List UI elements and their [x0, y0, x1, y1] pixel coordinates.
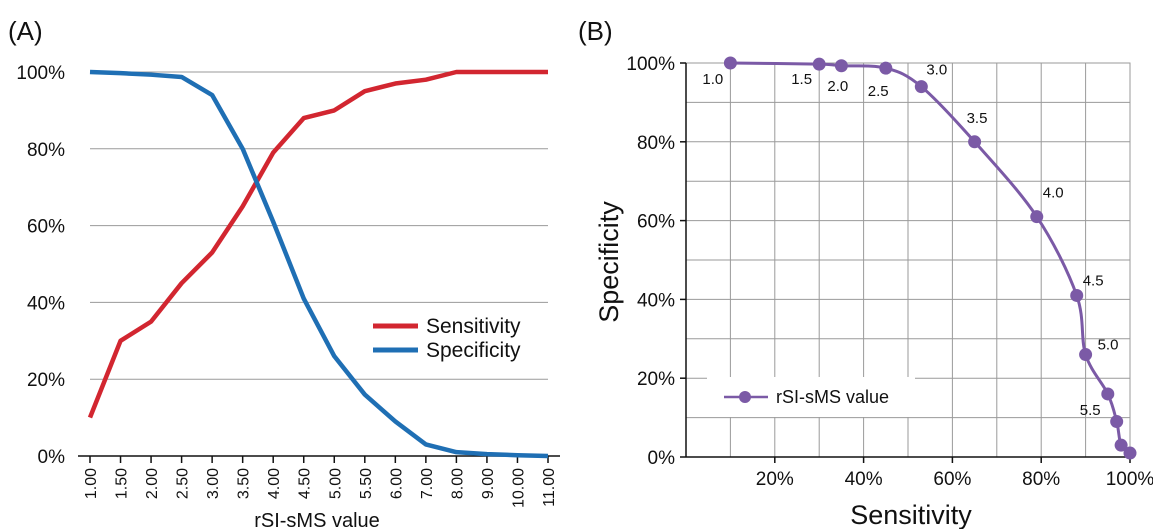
- data-point: [1079, 348, 1093, 362]
- x-tick-label: 8.00: [449, 468, 466, 499]
- data-point: [812, 57, 826, 71]
- data-point: [1114, 438, 1128, 452]
- y-tick-label: 80%: [27, 140, 65, 161]
- x-tick-label: 4.00: [266, 468, 283, 499]
- x-tick-label: 1.00: [83, 468, 100, 499]
- y-tick-label: 20%: [637, 369, 675, 390]
- point-label: 2.0: [827, 78, 848, 95]
- panel-b: (B) 0%20%40%60%80%100% 20% 40% 60% 80% 100% …: [578, 16, 1153, 529]
- point-label: 4.5: [1083, 272, 1104, 289]
- data-point: [968, 135, 982, 149]
- x-tick-label: 5.00: [327, 468, 344, 499]
- point-label: 1.0: [702, 71, 723, 88]
- x-tick-label: 10.00: [510, 468, 527, 508]
- x-tick-label: 3.00: [205, 468, 222, 499]
- x-tick-label: 2.00: [144, 468, 161, 499]
- legend-rsi-sms-swatch-marker: [739, 391, 751, 403]
- point-label: 4.0: [1043, 185, 1064, 202]
- data-point: [914, 80, 928, 94]
- panel-b-axes: [685, 63, 1130, 458]
- x-tick-label: 5.50: [358, 468, 375, 499]
- data-point: [1070, 288, 1084, 302]
- panel-b-series: 1.0 1.5 2.0 2.5 3.0 3.5 4.0 4.5 5.0 5.5: [702, 56, 1137, 460]
- y-tick-label: 100%: [626, 54, 675, 75]
- point-label: 3.5: [967, 110, 988, 127]
- data-point: [834, 59, 848, 73]
- panel-a-x-ticks: 1.00 1.50 2.00 2.50 3.00 3.50 4.00 4.50 5.00 5.50…: [83, 456, 558, 508]
- x-tick-label: 1.50: [114, 468, 131, 499]
- panel-b-legend: rSI-sMS value: [707, 377, 915, 417]
- panel-a-x-axis-label: rSI-sMS value: [254, 510, 380, 529]
- point-label: 1.5: [791, 71, 812, 88]
- panel-b-x-axis-label: Sensitivity: [850, 500, 972, 529]
- panel-b-label: (B): [578, 16, 613, 46]
- series-line-sensitivity: [87, 69, 548, 419]
- x-tick-label: 3.50: [236, 468, 253, 499]
- data-point: [1101, 387, 1115, 401]
- x-tick-label: 4.50: [297, 468, 314, 499]
- y-tick-label: 40%: [637, 290, 675, 311]
- panel-a: (A) 0% 20% 40% 60% 80% 100% 1.00 1.50 2.00 2.50 3…: [8, 16, 560, 529]
- panel-a-legend: Sensitivity Specificity: [373, 315, 521, 362]
- y-tick-label: 0%: [38, 447, 66, 468]
- data-point: [723, 56, 737, 70]
- y-tick-label: 20%: [27, 370, 65, 391]
- point-label: 5.5: [1080, 402, 1101, 419]
- panel-a-label: (A): [8, 16, 43, 46]
- data-point: [879, 61, 893, 75]
- x-tick-label: 20%: [756, 469, 794, 490]
- y-tick-label: 100%: [16, 63, 65, 84]
- x-tick-label: 9.00: [480, 468, 497, 499]
- panel-a-y-ticks: 0% 20% 40% 60% 80% 100%: [16, 63, 65, 468]
- y-tick-label: 60%: [27, 217, 65, 238]
- panel-b-x-ticks: 20% 40% 60% 80% 100%: [756, 457, 1153, 490]
- data-point: [1030, 210, 1044, 224]
- x-tick-label: 80%: [1022, 469, 1060, 490]
- data-point: [1110, 415, 1124, 429]
- legend-sensitivity-label: Sensitivity: [426, 315, 521, 338]
- x-tick-label: 60%: [933, 469, 971, 490]
- legend-specificity-label: Specificity: [426, 339, 521, 362]
- x-tick-label: 100%: [1106, 469, 1153, 490]
- panel-b-y-ticks: 0% 20% 40% 60% 80% 100%: [626, 54, 686, 469]
- data-point: [1123, 446, 1137, 460]
- y-tick-label: 0%: [648, 448, 676, 469]
- legend-rsi-sms-label: rSI-sMS value: [776, 387, 889, 407]
- point-label: 5.0: [1098, 337, 1119, 354]
- y-tick-label: 60%: [637, 212, 675, 233]
- y-tick-label: 40%: [27, 293, 65, 314]
- x-tick-label: 7.00: [419, 468, 436, 499]
- x-tick-label: 6.00: [388, 468, 405, 499]
- x-tick-label: 40%: [845, 469, 883, 490]
- x-tick-label: 2.50: [175, 468, 192, 499]
- point-label: 2.5: [868, 83, 889, 100]
- panel-b-y-axis-label: Specificity: [594, 201, 624, 323]
- x-tick-label: 11.00: [541, 468, 558, 507]
- y-tick-label: 80%: [637, 133, 675, 154]
- series-line-specificity: [89, 69, 549, 459]
- panel-a-series: [87, 69, 549, 459]
- point-label: 3.0: [926, 62, 947, 79]
